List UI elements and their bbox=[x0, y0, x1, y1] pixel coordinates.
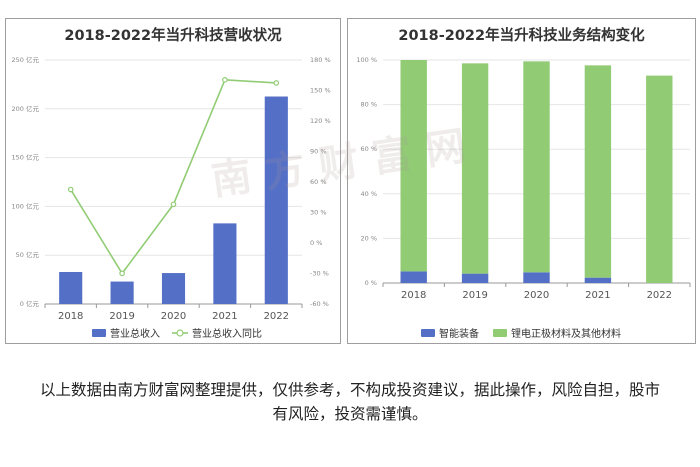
y-tick-label: 60 % bbox=[360, 145, 377, 153]
y-tick-label: 250 亿元 bbox=[12, 55, 40, 64]
y-tick-label: 20 % bbox=[360, 234, 377, 242]
yoy-point bbox=[119, 270, 125, 277]
disclaimer-text: 以上数据由南方财富网整理提供，仅供参考，不构成投资建议，据此操作，风险自担，股市… bbox=[40, 381, 661, 423]
legend-label-revenue: 营业总收入 bbox=[110, 327, 160, 340]
x-tick-label: 2020 bbox=[161, 311, 186, 322]
legend-swatch-revenue bbox=[92, 329, 106, 337]
y-tick-label: 50 亿元 bbox=[16, 250, 40, 259]
x-tick-label: 2018 bbox=[58, 311, 83, 322]
equipment-bar-segment bbox=[584, 277, 612, 283]
y2-tick-label: 0 % bbox=[310, 239, 322, 247]
cathode-bar-segment bbox=[646, 75, 673, 283]
revenue-bar bbox=[264, 96, 288, 304]
revenue-bar bbox=[161, 273, 186, 304]
x-tick-label: 2020 bbox=[524, 290, 549, 301]
yoy-point bbox=[222, 77, 228, 83]
cathode-bar-segment bbox=[461, 63, 489, 274]
structure-chart-title: 2018-2022年当升科技业务结构变化 bbox=[398, 28, 645, 44]
legend-swatch-equipment bbox=[421, 329, 435, 337]
y-tick-label: 100 亿元 bbox=[12, 201, 40, 210]
y-tick-label: 150 亿元 bbox=[12, 153, 40, 162]
cathode-bar-segment bbox=[584, 65, 612, 278]
x-tick-label: 2022 bbox=[264, 311, 289, 322]
structure-chart-panel: 2018-2022年当升科技业务结构变化 0 % 20 % 40 % 60 % 80 %… bbox=[347, 18, 696, 344]
x-tick-label: 2022 bbox=[647, 290, 672, 301]
x-tick-label: 2021 bbox=[585, 290, 610, 301]
y2-tick-label: 60 % bbox=[310, 178, 327, 186]
legend-swatch-yoy-point bbox=[176, 329, 184, 337]
legend-label-equipment: 智能装备 bbox=[439, 327, 479, 340]
legend-label-yoy: 营业总收入同比 bbox=[192, 327, 262, 340]
yoy-point bbox=[67, 186, 74, 193]
y2-tick-label: 120 % bbox=[310, 117, 331, 125]
x-tick-label: 2021 bbox=[212, 311, 237, 322]
revenue-bar bbox=[213, 223, 237, 304]
revenue-bar bbox=[59, 271, 83, 304]
y2-tick-label: 180 % bbox=[310, 56, 331, 64]
y-tick-label: 100 % bbox=[356, 56, 377, 64]
y-tick-label: 80 % bbox=[360, 101, 377, 109]
yoy-point bbox=[273, 80, 280, 86]
yoy-point bbox=[170, 201, 177, 208]
y-tick-label: 0 % bbox=[365, 279, 377, 287]
revenue-chart-panel: 2018-2022年当升科技营收状况 0 亿元 50 亿元 100 亿元 150 亿元… bbox=[5, 18, 341, 344]
y-tick-label: 0 亿元 bbox=[20, 299, 40, 308]
cathode-bar-segment bbox=[400, 60, 427, 272]
equipment-bar-segment bbox=[461, 273, 489, 283]
x-tick-label: 2019 bbox=[109, 311, 134, 322]
y2-tick-label: 150 % bbox=[310, 87, 331, 95]
y2-tick-label: -60 % bbox=[310, 300, 329, 308]
revenue-chart-title: 2018-2022年当升科技营收状况 bbox=[64, 28, 282, 44]
x-tick-label: 2019 bbox=[462, 290, 487, 301]
structure-chart: 0 % 20 % 40 % 60 % 80 % 100 % 2018 2019 2020 2021… bbox=[356, 56, 691, 340]
equipment-bar-segment bbox=[523, 272, 550, 283]
y2-tick-label: 30 % bbox=[310, 209, 327, 217]
y2-tick-label: -30 % bbox=[310, 270, 329, 278]
x-tick-label: 2018 bbox=[401, 290, 426, 301]
legend-swatch-cathode bbox=[493, 329, 507, 337]
revenue-chart: 0 亿元 50 亿元 100 亿元 150 亿元 200 亿元 250 亿元 -60 % -3… bbox=[12, 55, 331, 340]
y-tick-label: 200 亿元 bbox=[12, 104, 40, 113]
y2-tick-label: 90 % bbox=[310, 148, 327, 156]
legend-label-cathode: 锂电正极材料及其他材料 bbox=[511, 327, 621, 340]
y-tick-label: 40 % bbox=[360, 190, 377, 198]
cathode-bar-segment bbox=[523, 61, 550, 273]
revenue-bar bbox=[110, 281, 134, 304]
equipment-bar-segment bbox=[400, 271, 427, 283]
